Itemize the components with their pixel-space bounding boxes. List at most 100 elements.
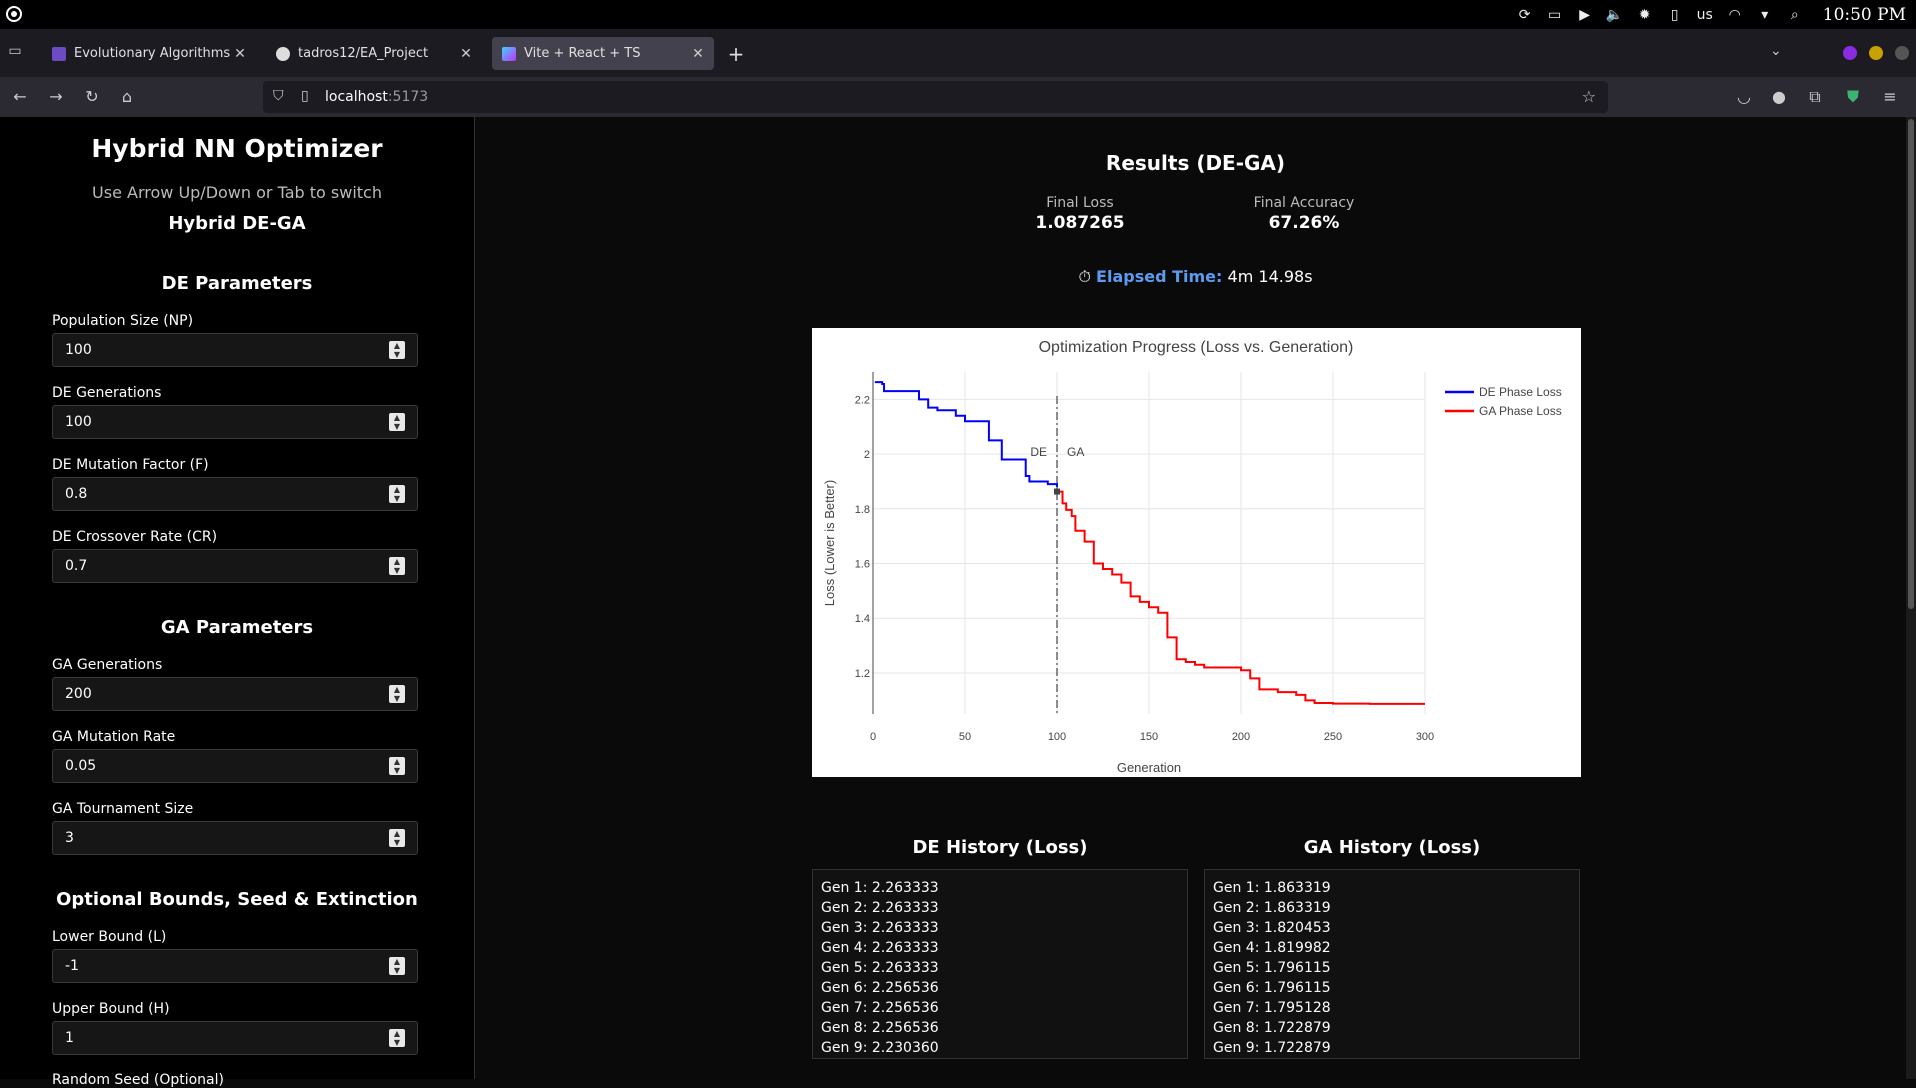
x-axis-label: Generation [1117, 760, 1181, 775]
extensions-icon[interactable]: ⧉ [1809, 87, 1821, 106]
tab-list-icon[interactable]: ▭ [8, 43, 22, 59]
account-icon[interactable]: ● [1772, 87, 1786, 106]
y-tick-label: 1.8 [855, 504, 870, 516]
reload-icon[interactable]: ↻ [85, 87, 99, 106]
spinner-icon: ▲ ▼ [389, 485, 405, 503]
lower-bound-input[interactable]: -1 ▲ ▼ [52, 949, 418, 983]
window-maximize-button[interactable] [1869, 46, 1883, 60]
final-loss-label: Final Loss [1046, 195, 1114, 211]
series-line-de [874, 381, 1058, 487]
optional-section-title: Optional Bounds, Seed & Extinction [56, 889, 418, 910]
upper-bound-input[interactable]: 1 ▲ ▼ [52, 1021, 418, 1055]
algorithm-name[interactable]: Hybrid DE-GA [168, 213, 306, 234]
bookmark-star-icon[interactable]: ☆ [1581, 87, 1596, 106]
shield-icon[interactable]: ⛉ [273, 88, 284, 104]
url-text[interactable]: localhost:5173 [325, 89, 429, 105]
home-icon[interactable]: ⌂ [121, 87, 133, 106]
de-generations-input[interactable]: 100 ▲ ▼ [52, 405, 418, 439]
scrollbar-thumb[interactable] [1908, 119, 1914, 609]
ga-generations-input[interactable]: 200 ▲ ▼ [52, 677, 418, 711]
os-top-bar: ⟳ ▭ ▶ 🔈 ✹ ▯ us ◠ ▾ ⌕ 10:50 PM [0, 0, 1916, 29]
elapsed-value: 4m 14.98s [1227, 267, 1313, 286]
window-close-button[interactable] [1895, 46, 1909, 60]
ga-history-line: Gen 4: 1.819982 [1213, 940, 1331, 956]
spinner-icon: ▲ ▼ [389, 341, 405, 359]
close-icon[interactable]: ✕ [234, 45, 246, 62]
spinner-icon: ▲ ▼ [389, 413, 405, 431]
np-input[interactable]: 100 ▲ ▼ [52, 333, 418, 367]
elapsed-time: ⏱ Elapsed Time: 4m 14.98s [475, 267, 1916, 287]
x-tick-label: 150 [1140, 731, 1158, 743]
de-history-list[interactable]: Gen 1: 2.263333 Gen 2: 2.263333 Gen 3: 2.2… [812, 869, 1188, 1059]
y-tick-label: 1.2 [855, 668, 870, 680]
notion-icon [52, 46, 66, 61]
wifi-icon[interactable]: ◠ [1728, 6, 1741, 23]
play-icon[interactable]: ▶ [1579, 6, 1590, 23]
ga-section-title: GA Parameters [160, 617, 314, 638]
window-minimize-button[interactable] [1843, 46, 1857, 60]
page-content: Hybrid NN Optimizer Use Arrow Up/Down or… [0, 117, 1916, 1088]
x-tick-label: 0 [870, 731, 876, 743]
x-tick-label: 250 [1324, 731, 1342, 743]
optimization-chart[interactable]: 0 50 100 150 200 250 300 1.2 1.4 1.6 1.8 2 2.2 Optimi… [812, 328, 1581, 777]
final-loss-metric: Final Loss 1.087265 [980, 195, 1180, 233]
elapsed-label: Elapsed Time: [1096, 267, 1223, 286]
de-mutation-factor-input[interactable]: 0.8 ▲ ▼ [52, 477, 418, 511]
chart-svg: 0 50 100 150 200 250 300 1.2 1.4 1.6 1.8 2 2.2 Optimi… [822, 339, 1562, 775]
de-crossover-rate-input[interactable]: 0.7 ▲ ▼ [52, 549, 418, 583]
random-seed-label: Random Seed (Optional) [52, 1072, 224, 1088]
os-logo-icon[interactable] [6, 6, 22, 22]
close-icon[interactable]: ✕ [460, 45, 472, 62]
de-section-title: DE Parameters [161, 273, 313, 294]
menu-icon[interactable]: ≡ [1883, 87, 1897, 106]
pocket-icon[interactable]: ◡ [1737, 87, 1751, 106]
tab-github-repo[interactable]: tadros12/EA_Project ✕ [266, 37, 482, 70]
battery-icon[interactable]: ▯ [1670, 6, 1679, 23]
ga-generations-label: GA Generations [52, 657, 163, 673]
phase-switch-marker [1054, 488, 1060, 495]
legend-entry: GA Phase Loss [1479, 404, 1562, 418]
page-scrollbar[interactable] [1906, 117, 1916, 1079]
keyboard-layout[interactable]: us [1696, 6, 1713, 23]
de-history-line: Gen 6: 2.256536 [821, 980, 939, 996]
dropdown-icon[interactable]: ▾ [1761, 6, 1769, 23]
forward-icon[interactable]: → [49, 87, 63, 106]
ga-history-line: Gen 3: 1.820453 [1213, 920, 1331, 936]
app-title: Hybrid NN Optimizer [91, 134, 383, 163]
ga-history-line: Gen 5: 1.796115 [1213, 960, 1331, 976]
adblock-shield-icon[interactable]: ⛊ [1846, 87, 1859, 106]
close-icon[interactable]: ✕ [692, 45, 704, 62]
spinner-icon: ▲ ▼ [389, 685, 405, 703]
sync-icon[interactable]: ⟳ [1518, 6, 1531, 23]
page-icon[interactable]: ▯ [301, 88, 309, 104]
chevron-down-icon[interactable]: ⌄ [1770, 43, 1782, 59]
clipboard-icon[interactable]: ▭ [1547, 6, 1562, 23]
browser-tab-bar: ▭ Evolutionary Algorithms Pr ✕ tadros12/… [0, 29, 1916, 77]
search-icon[interactable]: ⌕ [1790, 6, 1799, 23]
ga-tournament-size-label: GA Tournament Size [52, 801, 194, 817]
back-icon[interactable]: ← [13, 87, 27, 106]
brightness-icon[interactable]: ✹ [1638, 6, 1651, 23]
tab-evolutionary-algorithms[interactable]: Evolutionary Algorithms Pr ✕ [42, 37, 256, 70]
new-tab-icon[interactable]: + [727, 42, 745, 66]
final-accuracy-value: 67.26% [1268, 213, 1340, 233]
upper-bound-label: Upper Bound (H) [52, 1001, 170, 1017]
ga-phase-annotation: GA [1067, 445, 1084, 459]
ga-tournament-size-input[interactable]: 3 ▲ ▼ [52, 821, 418, 855]
ga-history-line: Gen 1: 1.863319 [1213, 880, 1331, 896]
ga-mutation-rate-input[interactable]: 0.05 ▲ ▼ [52, 749, 418, 783]
x-tick-label: 200 [1232, 731, 1250, 743]
address-bar[interactable]: ⛉ ▯ localhost:5173 ☆ [263, 81, 1608, 113]
de-phase-annotation: DE [1030, 445, 1047, 459]
de-history-line: Gen 5: 2.263333 [821, 960, 939, 976]
y-tick-label: 2 [864, 449, 870, 461]
de-history-line: Gen 2: 2.263333 [821, 900, 939, 916]
volume-icon[interactable]: 🔈 [1605, 6, 1624, 23]
x-tick-label: 50 [959, 731, 971, 743]
tab-label: Evolutionary Algorithms Pr [74, 46, 230, 61]
legend-entry: DE Phase Loss [1479, 385, 1562, 399]
ga-history-list[interactable]: Gen 1: 1.863319 Gen 2: 1.863319 Gen 3: 1.8… [1204, 869, 1580, 1059]
chart-title: Optimization Progress (Loss vs. Generati… [1039, 339, 1354, 356]
tab-vite-app[interactable]: Vite + React + TS ✕ [492, 37, 714, 70]
x-tick-label: 100 [1048, 731, 1066, 743]
